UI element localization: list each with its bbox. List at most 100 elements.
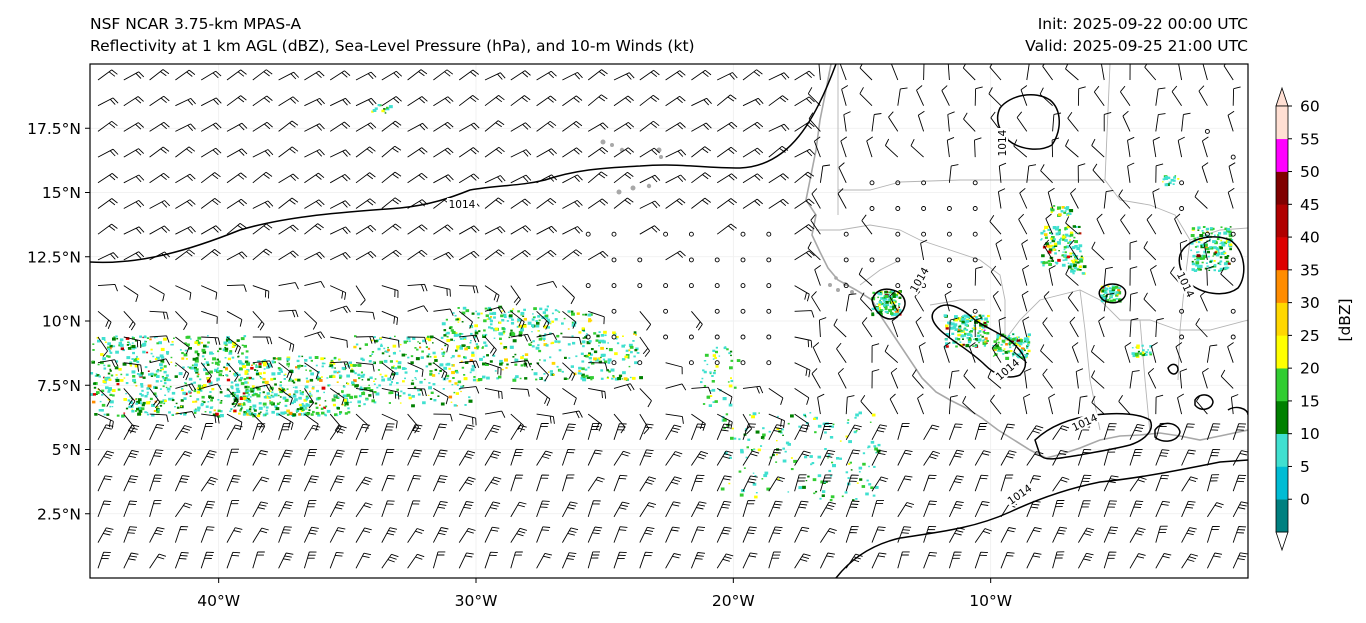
- wind-barb: [200, 450, 217, 466]
- echo-cell: [336, 414, 339, 417]
- wind-barb: [200, 97, 222, 107]
- wind-barb: [845, 553, 863, 569]
- echo-cell: [1069, 231, 1074, 235]
- echo-cell: [583, 355, 586, 357]
- echo-cell: [129, 364, 132, 367]
- echo-cell: [463, 338, 466, 340]
- echo-cell: [531, 318, 535, 321]
- wind-barb: [329, 527, 346, 543]
- wind-barb: [716, 450, 734, 466]
- wind-barb: [716, 423, 732, 440]
- echo-cell: [546, 314, 549, 316]
- echo-cell: [874, 447, 878, 451]
- echo-cell: [203, 401, 206, 404]
- colorbar-tick-label: 15: [1300, 392, 1320, 410]
- wind-barb: [175, 97, 196, 107]
- wind-barb: [484, 362, 502, 376]
- echo-cell: [752, 472, 755, 474]
- echo-cell: [1073, 236, 1076, 239]
- echo-cell: [301, 391, 304, 393]
- echo-cell: [153, 410, 157, 412]
- echo-cell: [473, 376, 476, 378]
- echo-cell: [92, 393, 96, 396]
- echo-cell: [411, 395, 415, 398]
- echo-cell: [310, 359, 313, 362]
- echo-cell: [264, 414, 267, 416]
- calm-wind-marker: [869, 180, 875, 186]
- echo-cell: [140, 402, 143, 405]
- echo-cell: [384, 112, 387, 114]
- wind-barb: [252, 200, 274, 209]
- echo-cell: [298, 355, 301, 358]
- echo-cell: [1054, 244, 1058, 247]
- echo-cell: [292, 381, 296, 384]
- echo-cell: [344, 412, 348, 415]
- wind-barb: [1129, 240, 1138, 260]
- echo-cell: [275, 407, 280, 411]
- calm-wind-marker: [740, 334, 746, 340]
- echo-cell: [880, 313, 883, 316]
- echo-cell: [130, 345, 132, 347]
- echo-cell: [231, 356, 235, 359]
- echo-cell: [1063, 254, 1067, 257]
- echo-cell: [853, 430, 857, 434]
- echo-cell: [804, 415, 807, 417]
- echo-cell: [256, 394, 261, 398]
- wind-barb: [941, 85, 950, 106]
- echo-cell: [768, 430, 771, 433]
- echo-cell: [109, 400, 114, 404]
- wind-barb: [252, 149, 274, 158]
- echo-cell: [981, 335, 984, 338]
- echo-cell: [997, 341, 1000, 344]
- echo-cell: [135, 398, 138, 400]
- wind-barb: [459, 334, 480, 343]
- echo-cell: [446, 374, 450, 378]
- echo-cell: [305, 395, 308, 398]
- echo-cell: [1223, 262, 1228, 266]
- echo-cell: [1193, 237, 1197, 240]
- wind-barb: [1194, 190, 1208, 209]
- wind-barb: [97, 527, 114, 543]
- wind-barb: [587, 198, 609, 209]
- echo-cell: [162, 377, 166, 380]
- echo-cell: [220, 400, 223, 402]
- echo-cell: [1194, 246, 1197, 248]
- echo-cell: [1196, 254, 1201, 258]
- wind-barb: [917, 110, 925, 132]
- echo-cell: [351, 368, 353, 370]
- echo-cell: [175, 402, 178, 405]
- echo-cell: [954, 318, 958, 322]
- echo-cell: [427, 338, 432, 342]
- wind-barb: [1042, 64, 1053, 81]
- echo-cell: [253, 409, 257, 412]
- echo-cell: [243, 335, 247, 338]
- wind-barb: [381, 448, 395, 466]
- echo-cell: [214, 361, 219, 365]
- echo-cell: [740, 450, 744, 454]
- echo-cell: [292, 394, 297, 398]
- wind-barb: [433, 388, 449, 405]
- echo-cell: [539, 377, 542, 379]
- wind-barb: [948, 395, 958, 415]
- wind-barb: [794, 388, 810, 405]
- echo-cell: [1209, 227, 1213, 230]
- calm-wind-marker: [663, 308, 669, 314]
- wind-barb: [613, 171, 634, 184]
- wind-barb: [1124, 342, 1132, 363]
- echo-cell: [379, 373, 382, 376]
- calm-wind-marker: [1230, 308, 1236, 314]
- echo-cell: [228, 351, 233, 355]
- wind-barb: [175, 199, 196, 209]
- echo-cell: [309, 390, 311, 393]
- echo-cell: [136, 355, 138, 358]
- echo-cell: [208, 395, 212, 398]
- calm-wind-marker: [611, 360, 617, 366]
- wind-barb: [123, 362, 143, 373]
- isobar-1014-ghana: [1098, 283, 1127, 304]
- echo-cell: [1068, 212, 1071, 215]
- echo-cell: [824, 431, 827, 434]
- wind-barb: [201, 383, 222, 391]
- echo-cell: [551, 312, 554, 315]
- echo-cell: [618, 374, 623, 378]
- echo-cell: [170, 356, 173, 359]
